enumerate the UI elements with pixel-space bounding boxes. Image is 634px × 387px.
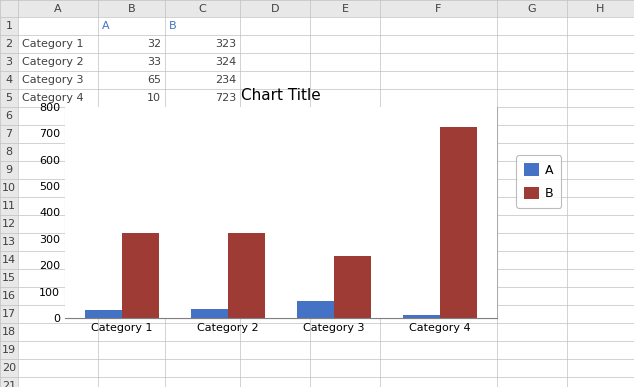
Bar [0,0,634,17]
Text: 13: 13 [2,237,16,247]
Legend: A, B: A, B [516,156,561,208]
Bar [65,107,497,318]
Text: G: G [527,3,536,14]
Text: 6: 6 [6,111,13,121]
Text: E: E [342,3,349,14]
Text: B: B [169,21,177,31]
Bar [334,256,372,318]
Text: Category 4: Category 4 [22,93,84,103]
Text: 18: 18 [2,327,16,337]
Text: 234: 234 [215,75,236,85]
Text: 19: 19 [2,345,16,355]
Text: A: A [54,3,61,14]
Text: 2: 2 [6,39,13,49]
Text: 8: 8 [6,147,13,157]
Text: 10: 10 [2,183,16,193]
Bar [122,233,159,318]
Text: 5: 5 [6,93,13,103]
Text: 17: 17 [2,309,16,319]
Text: 33: 33 [147,57,161,67]
Bar [0,0,18,107]
Text: Category 1: Category 1 [22,39,84,49]
Text: 11: 11 [2,201,16,211]
Text: 20: 20 [2,363,16,373]
Text: 16: 16 [2,291,16,301]
Text: B: B [127,3,135,14]
Text: F: F [436,3,442,14]
Text: Category 3: Category 3 [22,75,84,85]
Text: 21: 21 [2,381,16,387]
Bar [440,127,477,318]
Bar [228,233,265,318]
Text: 10: 10 [147,93,161,103]
Text: Category 2: Category 2 [22,57,84,67]
Text: 7: 7 [6,129,13,139]
Text: 4: 4 [6,75,13,85]
Title: Chart Title: Chart Title [241,88,321,103]
Text: D: D [271,3,279,14]
Text: 723: 723 [215,93,236,103]
Text: A: A [102,21,110,31]
Text: 323: 323 [215,39,236,49]
Text: 32: 32 [147,39,161,49]
Text: 9: 9 [6,165,13,175]
Text: C: C [198,3,207,14]
Text: 12: 12 [2,219,16,229]
Text: 3: 3 [6,57,13,67]
Text: 15: 15 [2,273,16,283]
Bar [0,107,18,387]
Text: 324: 324 [215,57,236,67]
Bar [403,315,440,318]
Text: 1: 1 [6,21,13,31]
Text: H: H [597,3,605,14]
Text: 14: 14 [2,255,16,265]
Bar [297,301,334,318]
Bar [84,310,122,318]
Bar [191,309,228,318]
Text: 65: 65 [147,75,161,85]
